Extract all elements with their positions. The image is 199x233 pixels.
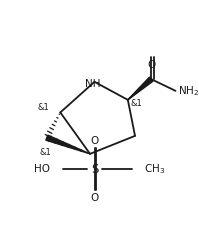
Text: NH$_2$: NH$_2$ [178, 84, 199, 98]
Text: O: O [90, 136, 99, 146]
Text: HO: HO [34, 164, 50, 174]
Text: &1: &1 [38, 103, 50, 113]
Polygon shape [46, 135, 90, 154]
Text: NH: NH [85, 79, 100, 89]
Text: CH$_3$: CH$_3$ [144, 162, 165, 176]
Text: O: O [90, 192, 99, 202]
Text: &1: &1 [39, 148, 51, 158]
Text: &1: &1 [131, 99, 142, 108]
Text: S: S [91, 163, 98, 176]
Text: O: O [147, 60, 155, 70]
Polygon shape [128, 77, 153, 100]
